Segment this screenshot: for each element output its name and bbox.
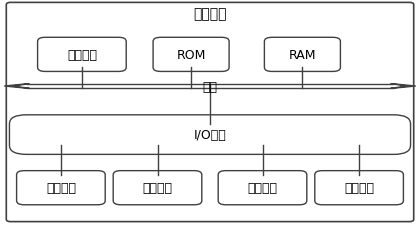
FancyBboxPatch shape — [113, 171, 202, 205]
Text: 输入装置: 输入装置 — [46, 181, 76, 194]
Polygon shape — [4, 84, 29, 89]
FancyBboxPatch shape — [38, 38, 126, 72]
Text: 电子设备: 电子设备 — [193, 8, 227, 22]
Text: 总线: 总线 — [202, 80, 218, 93]
FancyBboxPatch shape — [6, 3, 414, 222]
FancyBboxPatch shape — [265, 38, 341, 72]
Text: 输出装置: 输出装置 — [142, 181, 173, 194]
Text: ROM: ROM — [176, 49, 206, 62]
FancyBboxPatch shape — [153, 38, 229, 72]
Polygon shape — [391, 84, 416, 89]
Text: RAM: RAM — [289, 49, 316, 62]
FancyBboxPatch shape — [315, 171, 403, 205]
Text: 通信装置: 通信装置 — [344, 181, 374, 194]
FancyBboxPatch shape — [16, 171, 105, 205]
Text: 处理装置: 处理装置 — [67, 49, 97, 62]
FancyBboxPatch shape — [9, 115, 410, 155]
Text: 存储装置: 存储装置 — [247, 181, 278, 194]
Text: I/O接口: I/O接口 — [194, 128, 226, 142]
FancyBboxPatch shape — [218, 171, 307, 205]
